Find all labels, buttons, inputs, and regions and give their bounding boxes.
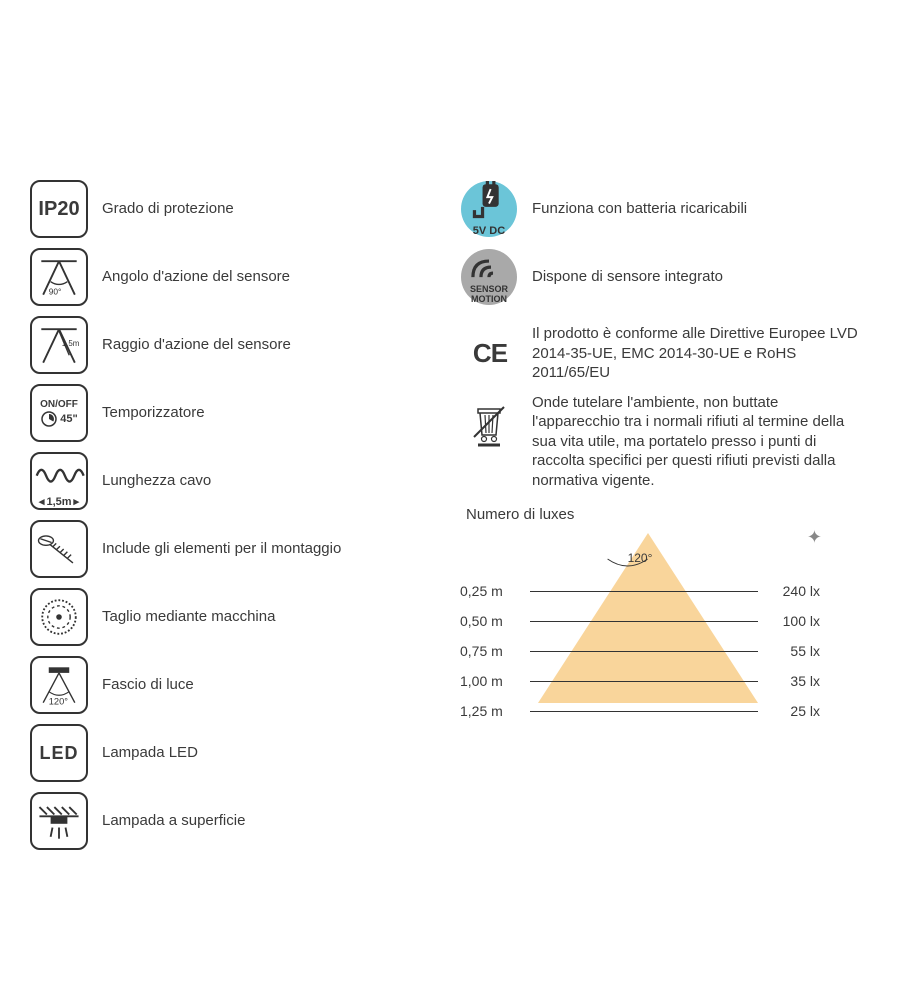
battery-voltage: 5V DC	[473, 225, 505, 237]
spec-timer: ON/OFF 45" Temporizzatore	[30, 384, 430, 442]
cable-length-icon: ◂1,5m▸	[30, 452, 88, 510]
timer-onoff: ON/OFF	[40, 399, 78, 410]
spec-weee: Onde tutelare l'ambiente, non buttate l'…	[460, 393, 870, 491]
svg-text:90°: 90°	[49, 287, 62, 297]
lux-row: 0,50 m 100 lx	[460, 613, 820, 629]
spec-label: Angolo d'azione del sensore	[102, 267, 290, 287]
lux-beam-angle: 120°	[628, 551, 653, 565]
spec-machine-cut: Taglio mediante macchina	[30, 588, 430, 646]
lux-row: 1,25 m 25 lx	[460, 703, 820, 719]
lux-line	[530, 651, 758, 652]
timer-value: 45"	[60, 413, 77, 425]
spec-cable: ◂1,5m▸ Lunghezza cavo	[30, 452, 430, 510]
lux-distance: 0,25 m	[460, 583, 524, 599]
right-column: 5V DC Funziona con batteria ricaricabili…	[460, 180, 870, 860]
spec-mounting: Include gli elementi per il montaggio	[30, 520, 430, 578]
lux-row: 0,25 m 240 lx	[460, 583, 820, 599]
sensor-radius-icon: 1,5m	[30, 316, 88, 374]
motion-sensor-icon: SENSORMOTION	[460, 248, 518, 306]
beam-angle-icon: 120°	[30, 656, 88, 714]
spec-label: Funziona con batteria ricaricabili	[532, 199, 747, 219]
spec-label: Temporizzatore	[102, 403, 205, 423]
spec-label: Onde tutelare l'ambiente, non buttate l'…	[532, 393, 870, 491]
spec-columns: IP20 Grado di protezione 90° Angolo d'az…	[30, 180, 870, 860]
lux-value: 55 lx	[764, 643, 820, 659]
spec-label: Grado di protezione	[102, 199, 234, 219]
sensor-angle-icon: 90°	[30, 248, 88, 306]
lux-line	[530, 621, 758, 622]
star-icon: ✦	[807, 527, 822, 548]
led-text: LED	[40, 743, 79, 764]
lux-value: 25 lx	[764, 703, 820, 719]
spec-label: Lunghezza cavo	[102, 471, 211, 491]
spec-label: Dispone di sensore integrato	[532, 267, 723, 287]
lux-distance: 1,00 m	[460, 673, 524, 689]
cable-value: 1,5m	[46, 496, 71, 508]
lux-row: 0,75 m 55 lx	[460, 643, 820, 659]
lux-distance: 0,50 m	[460, 613, 524, 629]
spec-motion-sensor: SENSORMOTION Dispone di sensore integrat…	[460, 248, 870, 306]
ce-mark-icon: C E	[460, 324, 518, 382]
lux-row: 1,00 m 35 lx	[460, 673, 820, 689]
saw-icon	[30, 588, 88, 646]
ip-rating-icon: IP20	[30, 180, 88, 238]
spec-label: Lampada a superficie	[102, 811, 245, 831]
spec-label: Il prodotto è conforme alle Direttive Eu…	[532, 324, 870, 383]
lux-title: Numero di luxes	[466, 506, 870, 523]
spec-label: Raggio d'azione del sensore	[102, 335, 291, 355]
lux-section: Numero di luxes 120° ✦ 0,25 m 240 lx 0,50 …	[460, 506, 870, 713]
spec-beam: 120° Fascio di luce	[30, 656, 430, 714]
ip-rating-text: IP20	[38, 198, 79, 221]
lux-value: 35 lx	[764, 673, 820, 689]
svg-text:1,5m: 1,5m	[62, 339, 80, 348]
lux-value: 240 lx	[764, 583, 820, 599]
spec-led: LED Lampada LED	[30, 724, 430, 782]
lux-line	[530, 681, 758, 682]
spec-ce: C E Il prodotto è conforme alle Direttiv…	[460, 324, 870, 383]
weee-icon	[460, 393, 518, 451]
spec-label: Fascio di luce	[102, 675, 194, 695]
spec-ip20: IP20 Grado di protezione	[30, 180, 430, 238]
lux-line	[530, 711, 758, 712]
spec-label: Include gli elementi per il montaggio	[102, 539, 341, 559]
lux-line	[530, 591, 758, 592]
lux-distance: 0,75 m	[460, 643, 524, 659]
left-column: IP20 Grado di protezione 90° Angolo d'az…	[30, 180, 430, 860]
timer-icon: ON/OFF 45"	[30, 384, 88, 442]
lux-chart: 120° ✦ 0,25 m240 lx0,50 m100 lx0,75 m55 …	[460, 533, 820, 713]
surface-lamp-icon	[30, 792, 88, 850]
led-icon: LED	[30, 724, 88, 782]
spec-surface: Lampada a superficie	[30, 792, 430, 850]
spec-label: Lampada LED	[102, 743, 198, 763]
spec-label: Taglio mediante macchina	[102, 607, 275, 627]
spec-sensor-radius: 1,5m Raggio d'azione del sensore	[30, 316, 430, 374]
svg-text:120°: 120°	[49, 697, 69, 707]
battery-icon: 5V DC	[460, 180, 518, 238]
screw-icon	[30, 520, 88, 578]
lux-value: 100 lx	[764, 613, 820, 629]
ce-text: C E	[473, 338, 505, 369]
spec-sensor-angle: 90° Angolo d'azione del sensore	[30, 248, 430, 306]
lux-distance: 1,25 m	[460, 703, 524, 719]
spec-battery: 5V DC Funziona con batteria ricaricabili	[460, 180, 870, 238]
